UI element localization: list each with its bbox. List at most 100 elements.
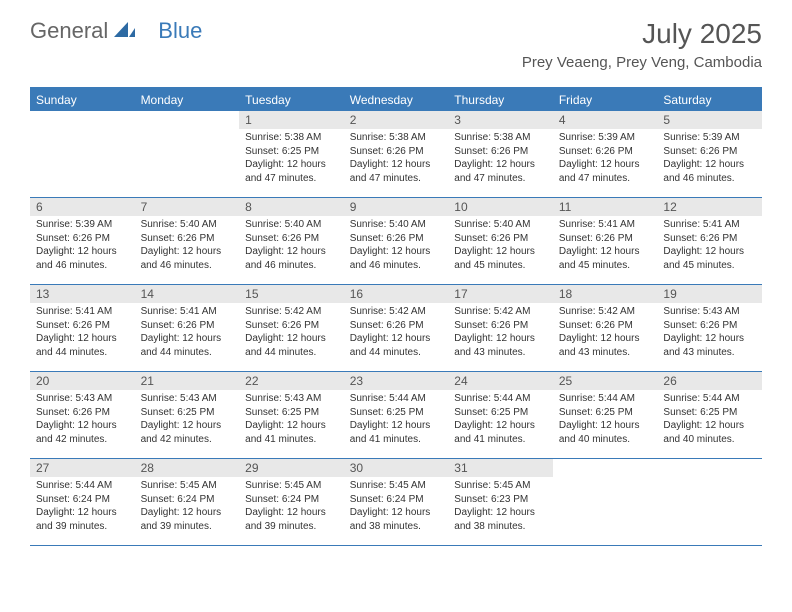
sunset-text: Sunset: 6:26 PM (663, 145, 756, 159)
daylight-text: Daylight: 12 hours and 39 minutes. (36, 506, 129, 533)
sunrise-text: Sunrise: 5:39 AM (36, 218, 129, 232)
day-content: Sunrise: 5:43 AMSunset: 6:25 PMDaylight:… (135, 390, 240, 448)
day-header-cell: Monday (135, 89, 240, 111)
day-number: 6 (30, 198, 135, 216)
sunrise-text: Sunrise: 5:40 AM (141, 218, 234, 232)
day-content: Sunrise: 5:45 AMSunset: 6:24 PMDaylight:… (344, 477, 449, 535)
logo-sail-icon (114, 18, 136, 44)
day-number: 30 (344, 459, 449, 477)
day-content: Sunrise: 5:45 AMSunset: 6:24 PMDaylight:… (135, 477, 240, 535)
sunrise-text: Sunrise: 5:43 AM (663, 305, 756, 319)
calendar-grid: SundayMondayTuesdayWednesdayThursdayFrid… (30, 87, 762, 546)
day-cell (30, 111, 135, 197)
sunrise-text: Sunrise: 5:40 AM (245, 218, 338, 232)
sunset-text: Sunset: 6:24 PM (245, 493, 338, 507)
day-number: 26 (657, 372, 762, 390)
day-cell: 16Sunrise: 5:42 AMSunset: 6:26 PMDayligh… (344, 285, 449, 371)
sunset-text: Sunset: 6:26 PM (36, 232, 129, 246)
sunset-text: Sunset: 6:26 PM (454, 319, 547, 333)
day-number: 16 (344, 285, 449, 303)
weeks-container: 1Sunrise: 5:38 AMSunset: 6:25 PMDaylight… (30, 111, 762, 546)
sunrise-text: Sunrise: 5:44 AM (454, 392, 547, 406)
sunrise-text: Sunrise: 5:39 AM (559, 131, 652, 145)
sunrise-text: Sunrise: 5:41 AM (663, 218, 756, 232)
day-cell: 5Sunrise: 5:39 AMSunset: 6:26 PMDaylight… (657, 111, 762, 197)
day-number: 1 (239, 111, 344, 129)
daylight-text: Daylight: 12 hours and 46 minutes. (245, 245, 338, 272)
day-number: 7 (135, 198, 240, 216)
day-number: 29 (239, 459, 344, 477)
sunrise-text: Sunrise: 5:45 AM (141, 479, 234, 493)
day-cell: 2Sunrise: 5:38 AMSunset: 6:26 PMDaylight… (344, 111, 449, 197)
daylight-text: Daylight: 12 hours and 43 minutes. (454, 332, 547, 359)
day-cell: 15Sunrise: 5:42 AMSunset: 6:26 PMDayligh… (239, 285, 344, 371)
daylight-text: Daylight: 12 hours and 41 minutes. (454, 419, 547, 446)
brand-logo: General Blue (30, 18, 202, 44)
sunrise-text: Sunrise: 5:42 AM (454, 305, 547, 319)
day-content: Sunrise: 5:41 AMSunset: 6:26 PMDaylight:… (30, 303, 135, 361)
sunrise-text: Sunrise: 5:42 AM (350, 305, 443, 319)
day-header-cell: Tuesday (239, 89, 344, 111)
day-content: Sunrise: 5:43 AMSunset: 6:25 PMDaylight:… (239, 390, 344, 448)
sunrise-text: Sunrise: 5:41 AM (141, 305, 234, 319)
daylight-text: Daylight: 12 hours and 42 minutes. (141, 419, 234, 446)
day-number: 21 (135, 372, 240, 390)
sunset-text: Sunset: 6:26 PM (454, 232, 547, 246)
day-cell: 27Sunrise: 5:44 AMSunset: 6:24 PMDayligh… (30, 459, 135, 545)
sunset-text: Sunset: 6:26 PM (245, 319, 338, 333)
sunset-text: Sunset: 6:26 PM (245, 232, 338, 246)
day-cell: 4Sunrise: 5:39 AMSunset: 6:26 PMDaylight… (553, 111, 658, 197)
day-content: Sunrise: 5:44 AMSunset: 6:25 PMDaylight:… (553, 390, 658, 448)
sunrise-text: Sunrise: 5:39 AM (663, 131, 756, 145)
day-content: Sunrise: 5:38 AMSunset: 6:26 PMDaylight:… (448, 129, 553, 187)
day-number: 9 (344, 198, 449, 216)
day-header-cell: Wednesday (344, 89, 449, 111)
day-number: 5 (657, 111, 762, 129)
day-cell: 12Sunrise: 5:41 AMSunset: 6:26 PMDayligh… (657, 198, 762, 284)
day-cell: 9Sunrise: 5:40 AMSunset: 6:26 PMDaylight… (344, 198, 449, 284)
sunrise-text: Sunrise: 5:44 AM (663, 392, 756, 406)
day-content: Sunrise: 5:42 AMSunset: 6:26 PMDaylight:… (553, 303, 658, 361)
sunset-text: Sunset: 6:26 PM (559, 319, 652, 333)
daylight-text: Daylight: 12 hours and 45 minutes. (663, 245, 756, 272)
daylight-text: Daylight: 12 hours and 45 minutes. (454, 245, 547, 272)
day-content: Sunrise: 5:42 AMSunset: 6:26 PMDaylight:… (239, 303, 344, 361)
day-cell (657, 459, 762, 545)
day-number: 31 (448, 459, 553, 477)
day-number: 3 (448, 111, 553, 129)
sunset-text: Sunset: 6:26 PM (36, 406, 129, 420)
day-cell: 22Sunrise: 5:43 AMSunset: 6:25 PMDayligh… (239, 372, 344, 458)
day-cell: 30Sunrise: 5:45 AMSunset: 6:24 PMDayligh… (344, 459, 449, 545)
day-cell: 29Sunrise: 5:45 AMSunset: 6:24 PMDayligh… (239, 459, 344, 545)
daylight-text: Daylight: 12 hours and 38 minutes. (454, 506, 547, 533)
sunrise-text: Sunrise: 5:41 AM (559, 218, 652, 232)
sunrise-text: Sunrise: 5:41 AM (36, 305, 129, 319)
sunset-text: Sunset: 6:25 PM (141, 406, 234, 420)
sunrise-text: Sunrise: 5:38 AM (245, 131, 338, 145)
day-content: Sunrise: 5:40 AMSunset: 6:26 PMDaylight:… (135, 216, 240, 274)
sunrise-text: Sunrise: 5:42 AM (559, 305, 652, 319)
sunset-text: Sunset: 6:26 PM (141, 232, 234, 246)
daylight-text: Daylight: 12 hours and 47 minutes. (245, 158, 338, 185)
day-cell: 21Sunrise: 5:43 AMSunset: 6:25 PMDayligh… (135, 372, 240, 458)
sunrise-text: Sunrise: 5:43 AM (36, 392, 129, 406)
sunset-text: Sunset: 6:26 PM (350, 145, 443, 159)
daylight-text: Daylight: 12 hours and 47 minutes. (559, 158, 652, 185)
day-cell: 28Sunrise: 5:45 AMSunset: 6:24 PMDayligh… (135, 459, 240, 545)
day-number: 2 (344, 111, 449, 129)
week-row: 20Sunrise: 5:43 AMSunset: 6:26 PMDayligh… (30, 372, 762, 459)
week-row: 1Sunrise: 5:38 AMSunset: 6:25 PMDaylight… (30, 111, 762, 198)
day-cell: 31Sunrise: 5:45 AMSunset: 6:23 PMDayligh… (448, 459, 553, 545)
day-cell: 7Sunrise: 5:40 AMSunset: 6:26 PMDaylight… (135, 198, 240, 284)
page-header: General Blue July 2025 Prey Veaeng, Prey… (0, 0, 792, 79)
sunrise-text: Sunrise: 5:40 AM (454, 218, 547, 232)
day-content: Sunrise: 5:43 AMSunset: 6:26 PMDaylight:… (30, 390, 135, 448)
sunrise-text: Sunrise: 5:43 AM (245, 392, 338, 406)
sunset-text: Sunset: 6:24 PM (141, 493, 234, 507)
sunset-text: Sunset: 6:23 PM (454, 493, 547, 507)
daylight-text: Daylight: 12 hours and 44 minutes. (141, 332, 234, 359)
sunrise-text: Sunrise: 5:44 AM (36, 479, 129, 493)
day-content: Sunrise: 5:44 AMSunset: 6:25 PMDaylight:… (657, 390, 762, 448)
day-number: 19 (657, 285, 762, 303)
day-content: Sunrise: 5:44 AMSunset: 6:25 PMDaylight:… (344, 390, 449, 448)
